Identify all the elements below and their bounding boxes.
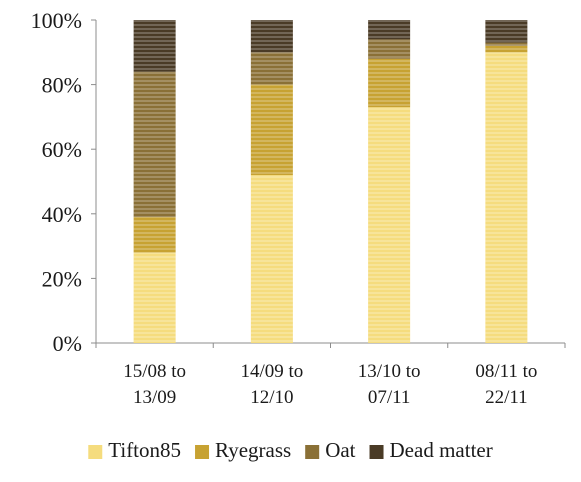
x-tick-label: 12/10 [250, 387, 293, 408]
bar-texture [133, 20, 176, 72]
y-tick-label: 80% [42, 73, 82, 98]
y-tick-label: 40% [42, 202, 82, 227]
bar-texture [368, 107, 411, 344]
legend-item: Oat [305, 438, 356, 462]
bar-texture [250, 84, 293, 176]
bar-texture [250, 20, 293, 53]
x-tick-label: 22/11 [485, 387, 528, 408]
chart-legend: Tifton85 Ryegrass Oat Dead matter [88, 438, 493, 462]
bar-texture [368, 58, 411, 108]
bar-texture [250, 52, 293, 85]
y-tick-label: 100% [31, 8, 82, 33]
bar-texture [133, 252, 176, 343]
legend-swatch [305, 445, 320, 459]
x-tick-label: 15/08 to [123, 361, 186, 382]
legend-swatch [369, 445, 384, 459]
y-tick-label: 20% [42, 266, 82, 291]
bar-texture [368, 39, 411, 59]
y-tick-label: 0% [53, 331, 82, 356]
x-tick-label: 14/09 to [240, 361, 303, 382]
x-tick-label: 13/10 to [358, 361, 421, 382]
bar-texture [485, 45, 528, 53]
legend-label: Dead matter [390, 438, 493, 462]
x-tick-label: 13/09 [133, 387, 176, 408]
legend-swatch [88, 445, 103, 459]
legend-label: Tifton85 [108, 438, 181, 462]
legend-item: Dead matter [369, 438, 493, 462]
y-tick-label: 60% [42, 137, 82, 162]
legend-swatch [195, 445, 210, 459]
bar-texture [368, 20, 411, 40]
x-tick-label: 08/11 to [475, 361, 537, 382]
legend-label: Ryegrass [215, 438, 291, 462]
bar-texture [485, 52, 528, 344]
bar-texture [485, 20, 528, 43]
legend-item: Ryegrass [195, 438, 291, 462]
plot-area: 0% 20% 40% 60% 80% 100% 15/08 to 13/09 14/09 to 1… [31, 8, 566, 408]
bar-texture [133, 71, 176, 218]
bar-texture [133, 217, 176, 253]
x-tick-label: 07/11 [368, 387, 411, 408]
bar-texture [250, 175, 293, 343]
bar-texture [485, 42, 528, 46]
legend-item: Tifton85 [88, 438, 181, 462]
legend-label: Oat [325, 438, 355, 462]
